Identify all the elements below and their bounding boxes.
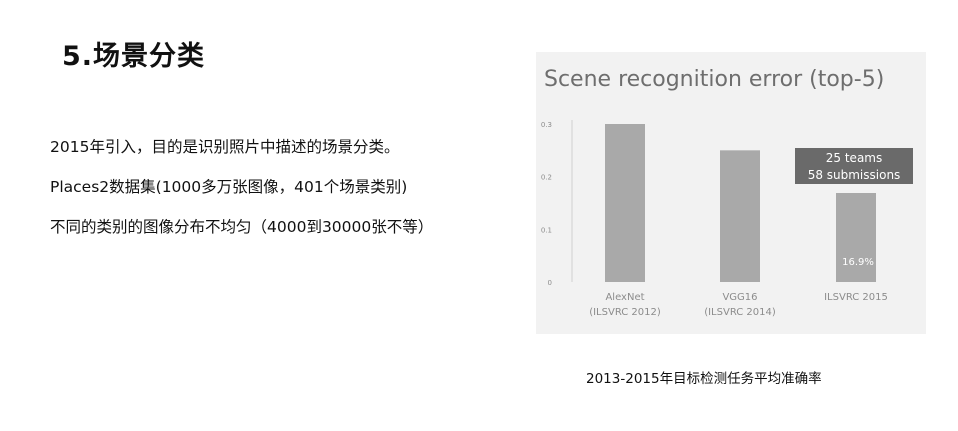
bar: [720, 150, 760, 282]
category-label: (ILSVRC 2014): [704, 307, 776, 318]
bullet-item: Places2数据集(1000多万张图像，401个场景类别): [50, 178, 408, 196]
chart-figure: Scene recognition error (top-5) 0 0.1 0.2 0.…: [536, 52, 926, 334]
bar: [605, 124, 645, 282]
bullet-list: 2015年引入，目的是识别照片中描述的场景分类。 Places2数据集(1000…: [50, 136, 433, 256]
bullet-item: 2015年引入，目的是识别照片中描述的场景分类。: [50, 138, 400, 156]
category-label: VGG16: [722, 292, 757, 303]
y-tick-label: 0: [548, 279, 552, 287]
category-label: ILSVRC 2015: [824, 292, 888, 303]
y-tick-label: 0.3: [541, 121, 552, 129]
category-label: AlexNet: [605, 292, 644, 303]
bullet-item: 不同的类别的图像分布不均匀（4000到30000张不等）: [50, 218, 434, 236]
bar-data-label: 16.9%: [842, 257, 874, 268]
annotation-box: [795, 148, 913, 184]
bar: [836, 192, 876, 282]
chart-title: Scene recognition error (top-5): [544, 67, 884, 92]
slide-title: 5.场景分类: [62, 41, 206, 72]
figure-caption: 2013-2015年目标检测任务平均准确率: [586, 371, 822, 387]
y-tick-label: 0.2: [541, 174, 552, 182]
chart: Scene recognition error (top-5) 0 0.1 0.2 0.…: [541, 67, 913, 318]
annotation-text: 25 teams: [826, 151, 882, 165]
y-tick-label: 0.1: [541, 226, 552, 234]
category-label: (ILSVRC 2012): [589, 307, 661, 318]
annotation-text: 58 submissions: [808, 168, 901, 182]
